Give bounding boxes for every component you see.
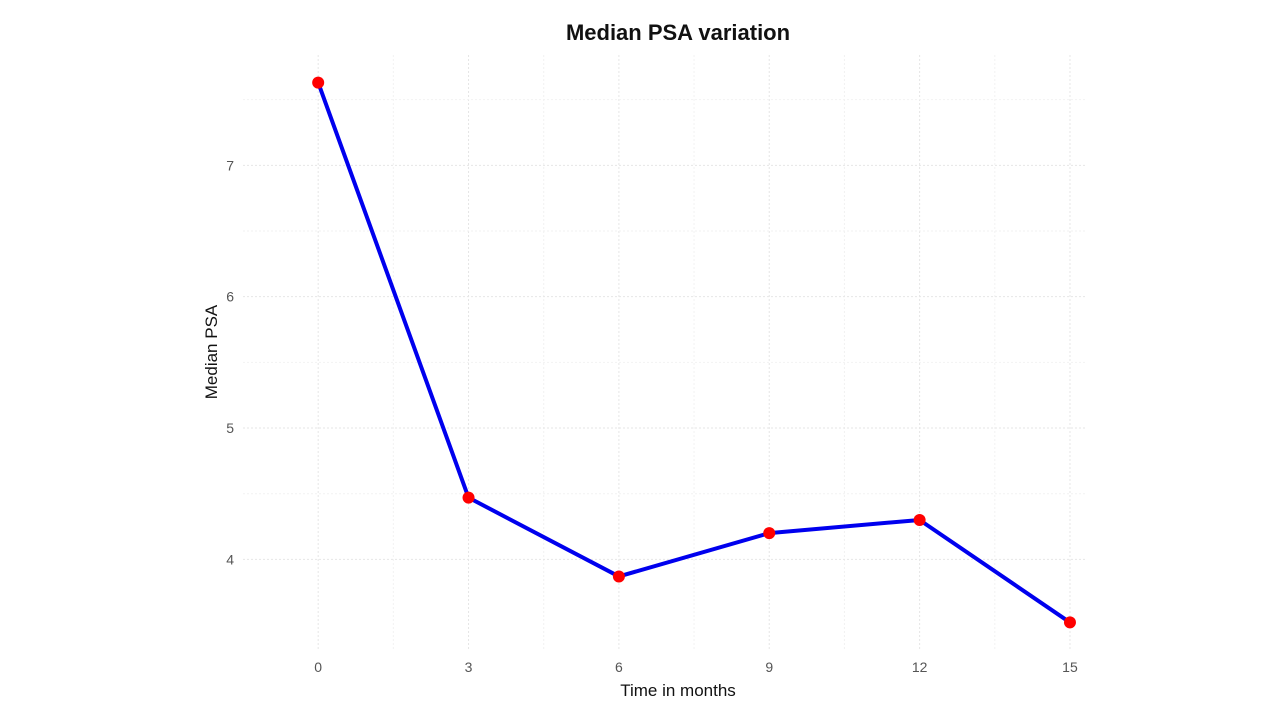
grid	[243, 55, 1085, 650]
x-tick-label: 15	[1062, 659, 1078, 675]
data-point	[1063, 616, 1076, 629]
data-point	[462, 491, 475, 504]
x-tick-label: 0	[314, 659, 322, 675]
y-axis-label: Median PSA	[202, 304, 221, 399]
y-tick-label: 7	[226, 157, 234, 173]
x-tick-label: 6	[615, 659, 623, 675]
y-tick-label: 5	[226, 420, 234, 436]
data-point	[612, 570, 625, 583]
x-tick-label: 3	[465, 659, 473, 675]
x-axis-label: Time in months	[620, 681, 736, 700]
y-tick-label: 6	[226, 289, 234, 305]
data-point	[312, 76, 325, 89]
series-line	[316, 81, 1072, 625]
y-tick-label: 4	[226, 551, 234, 567]
x-tick-label: 9	[765, 659, 773, 675]
data-point	[763, 527, 776, 540]
chart-title: Median PSA variation	[566, 20, 790, 45]
x-tick-label: 12	[912, 659, 928, 675]
data-point	[913, 513, 926, 526]
